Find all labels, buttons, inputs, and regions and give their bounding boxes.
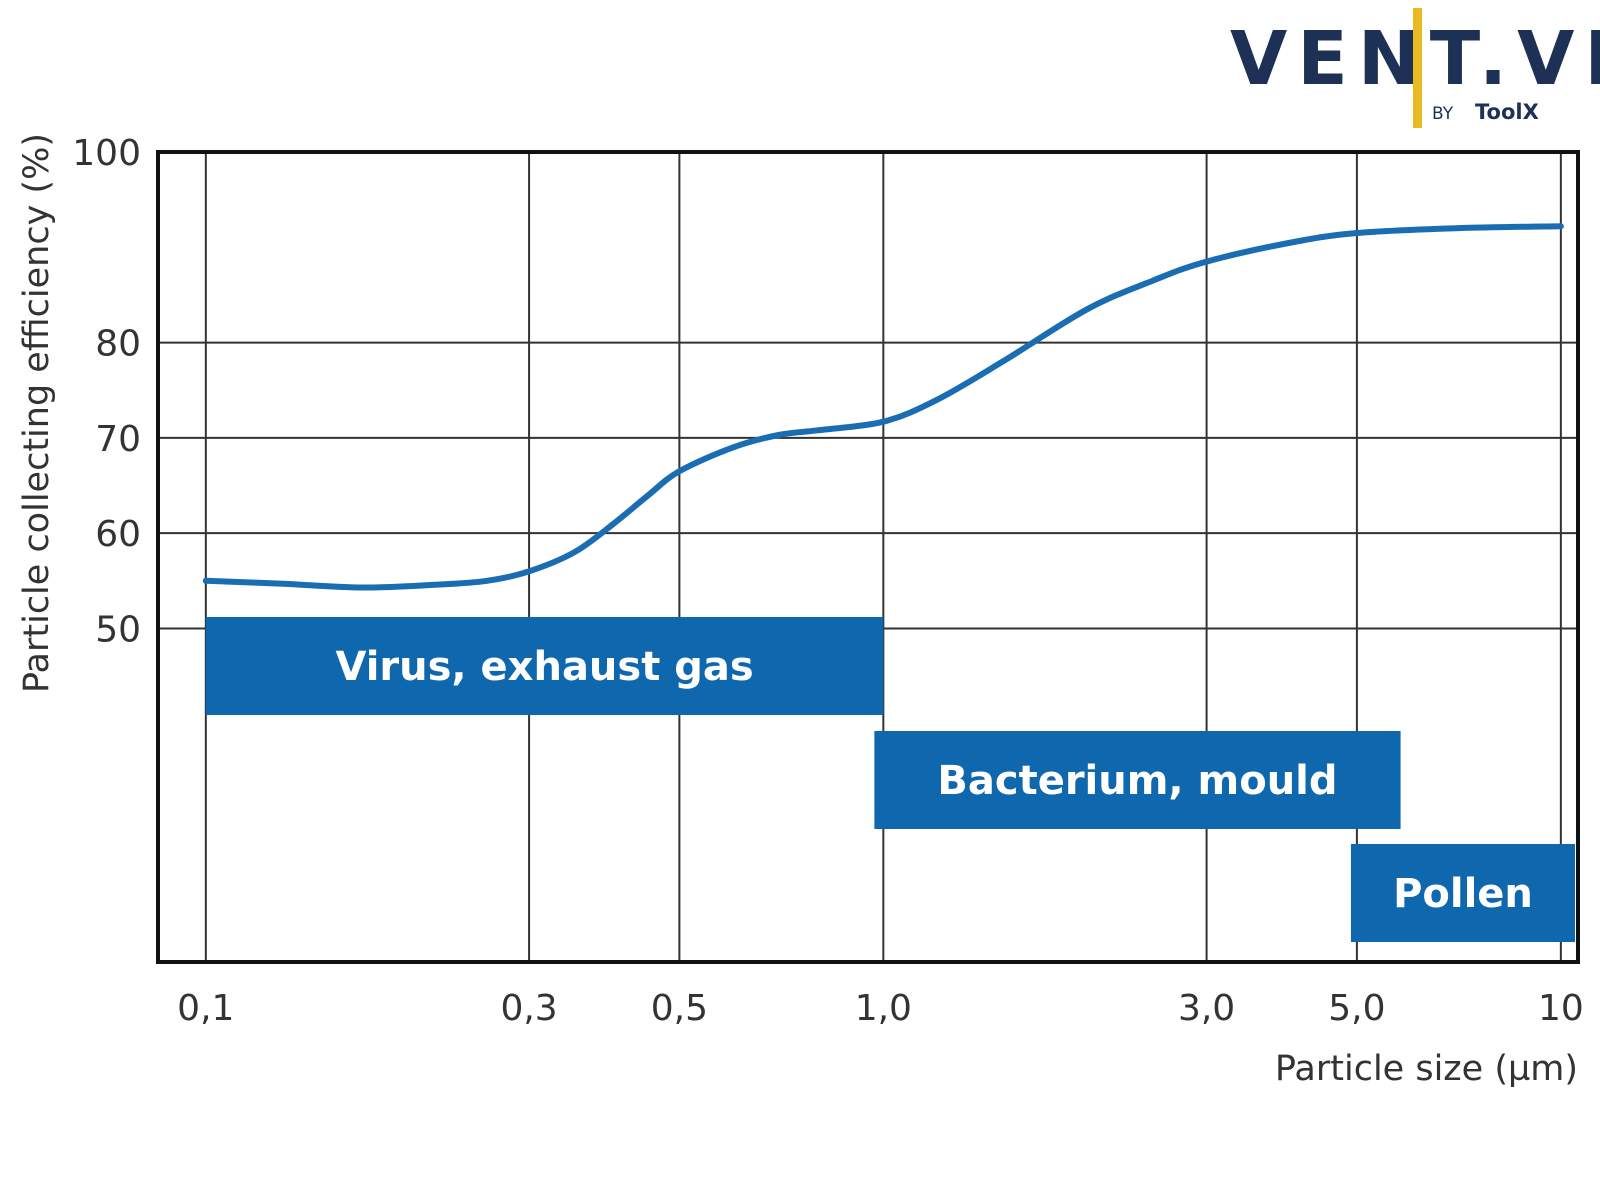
x-tick-label: 10 (1538, 988, 1584, 1029)
y-tick-label: 100 (72, 133, 141, 174)
x-axis-label: Particle size (µm) (1275, 1049, 1578, 1089)
x-tick-label: 0,1 (177, 988, 234, 1029)
logo-toolx-text: ToolX (1475, 100, 1539, 124)
y-tick-label: 50 (95, 609, 141, 650)
y-tick-labels: 50 60 70 80 100 (72, 133, 141, 650)
particle-band-label: Pollen (1393, 871, 1533, 917)
brand-logo: VENT.VN BY ToolX (1230, 0, 1600, 135)
x-tick-label: 5,0 (1328, 988, 1385, 1029)
y-tick-label: 70 (95, 419, 141, 460)
particle-band (874, 731, 1401, 829)
y-axis-label: Particle collecting efficiency (%) (17, 133, 57, 693)
grid-lines (158, 151, 1578, 962)
logo-by-text: BY (1432, 104, 1454, 124)
particle-band-label: Virus, exhaust gas (335, 644, 753, 690)
particle-band (1350, 844, 1575, 942)
y-tick-label: 60 (95, 514, 141, 555)
logo-accent-bar (1413, 8, 1422, 128)
efficiency-curve (202, 223, 1564, 591)
plot-frame (156, 150, 1580, 964)
y-tick-label: 80 (95, 324, 141, 365)
x-tick-labels: 0,1 0,3 0,5 1,0 3,0 5,0 10 (177, 988, 1584, 1029)
x-tick-label: 0,5 (651, 988, 708, 1029)
particle-bands: Virus, exhaust gas Bacterium, mould Pollen (205, 617, 1575, 942)
x-tick-label: 1,0 (855, 988, 912, 1029)
particle-band (205, 617, 884, 715)
particle-band-label: Bacterium, mould (937, 758, 1337, 804)
x-tick-label: 0,3 (500, 988, 557, 1029)
x-tick-label: 3,0 (1178, 988, 1235, 1029)
